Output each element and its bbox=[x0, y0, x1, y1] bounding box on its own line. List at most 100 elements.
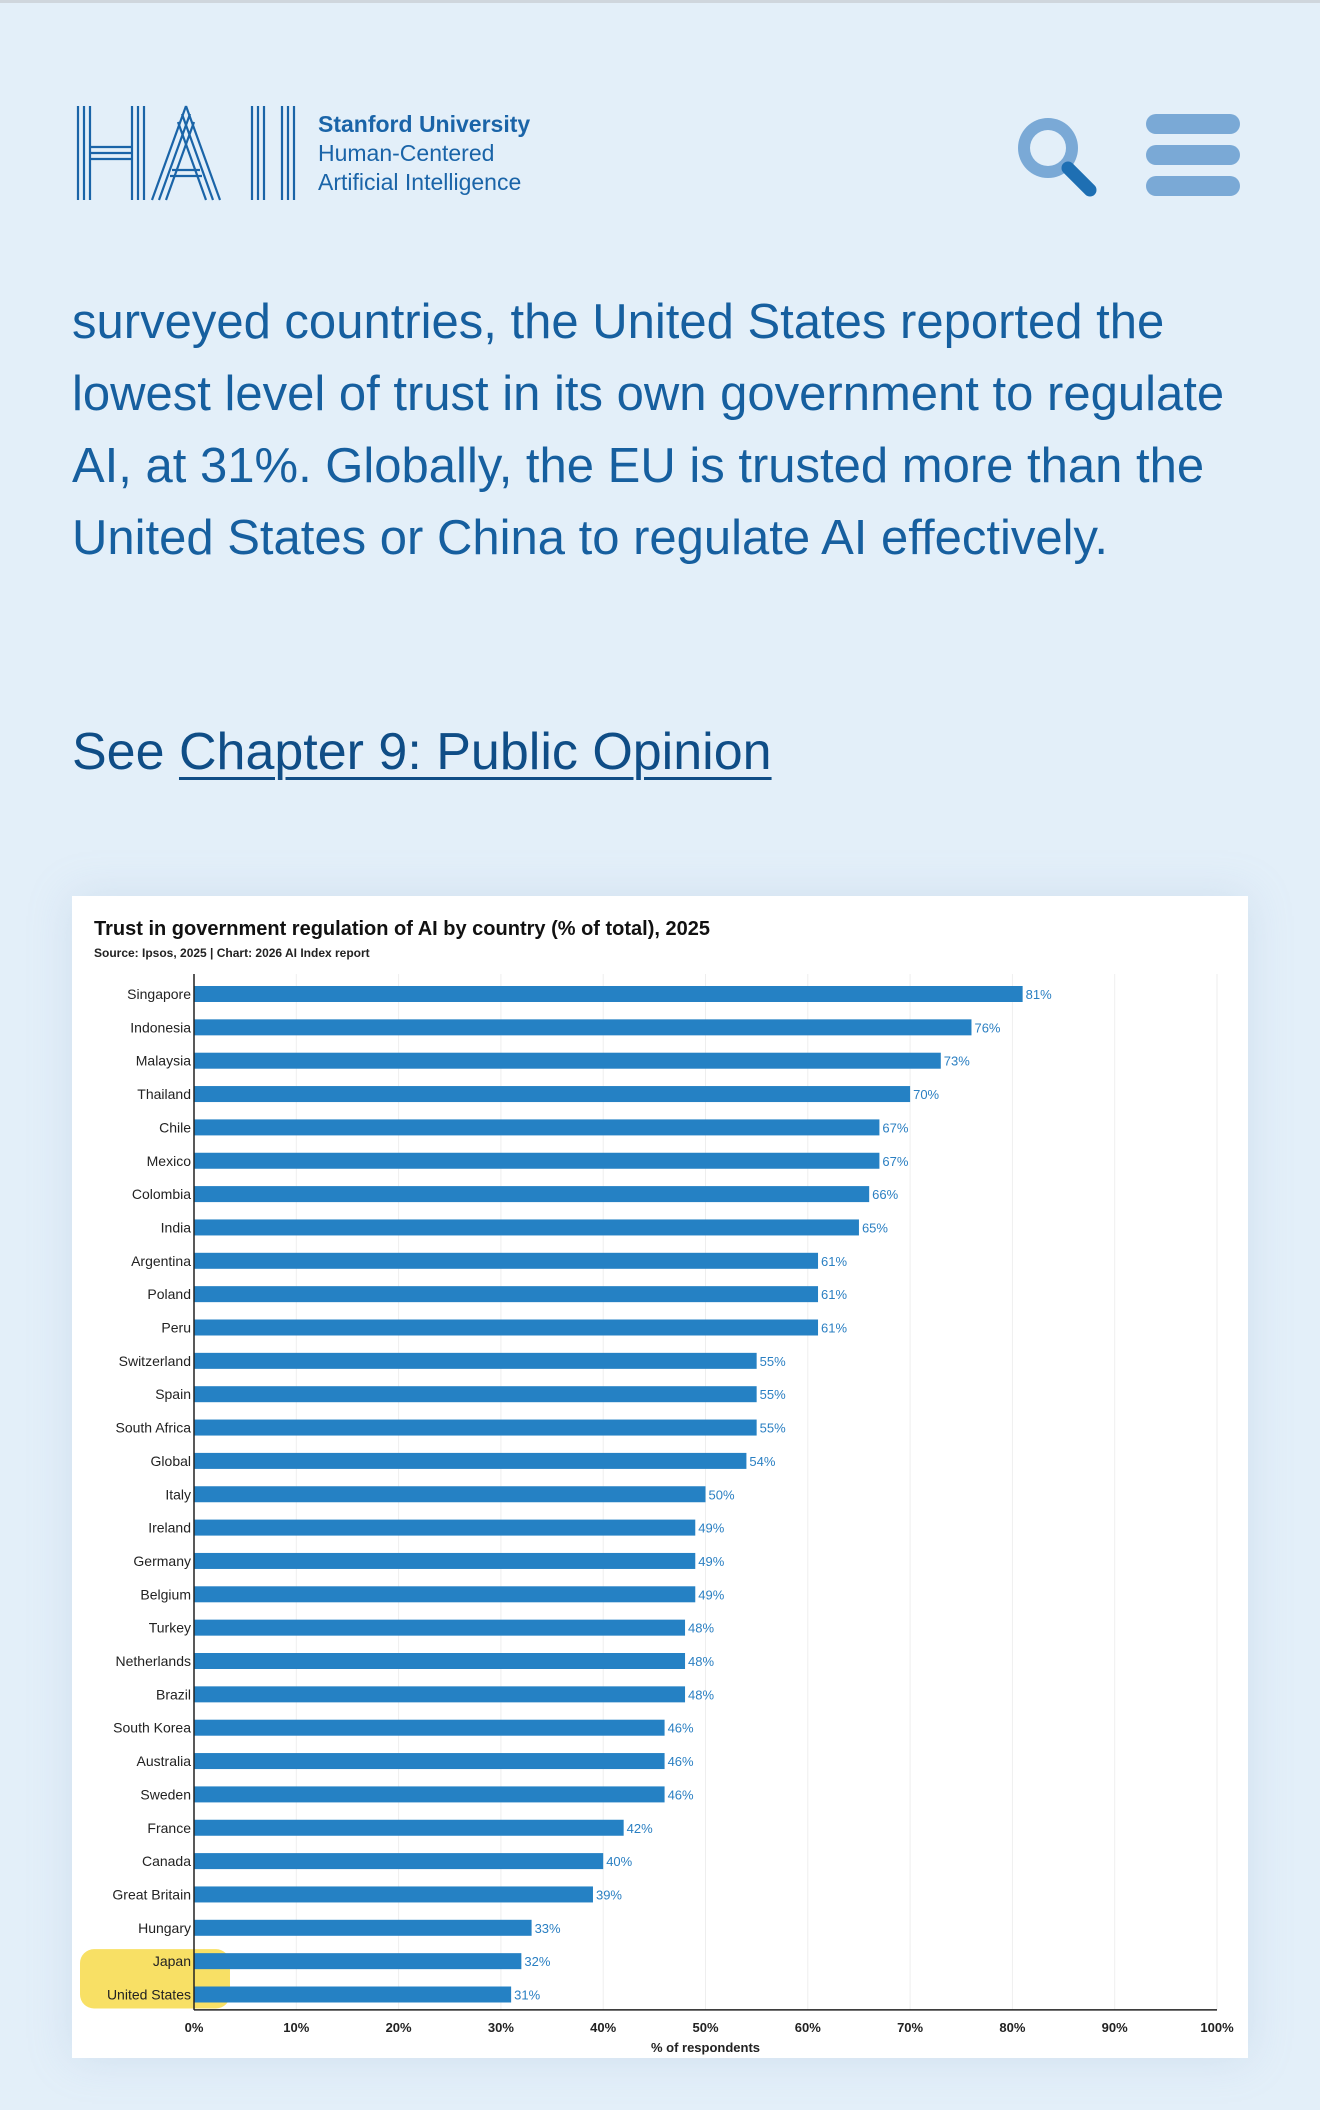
value-label: 39% bbox=[596, 1887, 622, 1902]
bar bbox=[194, 1452, 747, 1469]
category-label: Poland bbox=[147, 1286, 191, 1302]
x-tick-label: 60% bbox=[795, 2020, 821, 2035]
bar bbox=[194, 1219, 859, 1236]
category-label: Mexico bbox=[147, 1153, 192, 1169]
category-label: India bbox=[161, 1219, 192, 1235]
menu-bar bbox=[1146, 145, 1240, 165]
chapter-link[interactable]: Chapter 9: Public Opinion bbox=[178, 723, 772, 781]
hai-logo[interactable] bbox=[76, 104, 296, 202]
bar bbox=[194, 1386, 757, 1403]
value-label: 81% bbox=[1026, 987, 1052, 1002]
bar bbox=[194, 1519, 696, 1536]
x-tick-label: 20% bbox=[386, 2020, 412, 2035]
search-icon[interactable] bbox=[1010, 110, 1100, 200]
category-label: Switzerland bbox=[119, 1353, 191, 1369]
category-label: Germany bbox=[133, 1553, 191, 1569]
value-label: 32% bbox=[524, 1954, 550, 1969]
value-label: 49% bbox=[698, 1554, 724, 1569]
bar bbox=[194, 1853, 604, 1870]
category-label: Global bbox=[151, 1453, 191, 1469]
value-label: 48% bbox=[688, 1687, 714, 1702]
top-border bbox=[0, 0, 1320, 3]
value-label: 46% bbox=[668, 1787, 694, 1802]
bar bbox=[194, 1252, 819, 1269]
category-label: United States bbox=[107, 1987, 191, 2003]
article-paragraph: surveyed countries, the United States re… bbox=[72, 295, 1225, 565]
value-label: 67% bbox=[882, 1120, 908, 1135]
bar bbox=[194, 1819, 624, 1836]
value-label: 73% bbox=[944, 1054, 970, 1069]
bars: Singapore 81% Indonesia 76% Malaysia 73% Thail… bbox=[107, 986, 1052, 2003]
value-label: 61% bbox=[821, 1321, 847, 1336]
bar bbox=[194, 1586, 696, 1603]
x-axis: 0% 10% 20% 30% 40% 50% 60% 70% 80% 90% 100% % of re… bbox=[185, 974, 1234, 2055]
bar bbox=[194, 1186, 870, 1203]
x-tick-label: 30% bbox=[488, 2020, 514, 2035]
category-label: South Korea bbox=[113, 1720, 191, 1736]
category-label: Indonesia bbox=[130, 1019, 191, 1035]
see-also: See Chapter 9: Public Opinion bbox=[72, 716, 772, 788]
value-label: 55% bbox=[760, 1354, 786, 1369]
bar bbox=[194, 986, 1023, 1002]
see-prefix: See bbox=[72, 723, 179, 781]
category-label: Spain bbox=[155, 1386, 191, 1402]
value-label: 48% bbox=[688, 1621, 714, 1636]
bar bbox=[194, 1719, 665, 1736]
x-tick-label: 70% bbox=[897, 2020, 923, 2035]
bar bbox=[194, 1552, 696, 1569]
org-line-1: Stanford University bbox=[318, 111, 531, 137]
category-label: Brazil bbox=[156, 1686, 191, 1702]
bar bbox=[194, 1953, 522, 1970]
category-label: Colombia bbox=[132, 1186, 191, 1202]
category-label: Italy bbox=[165, 1486, 191, 1502]
category-label: Great Britain bbox=[112, 1886, 191, 1902]
category-label: Ireland bbox=[148, 1520, 191, 1536]
bar bbox=[194, 1886, 593, 1903]
value-label: 70% bbox=[913, 1087, 939, 1102]
bar bbox=[194, 1786, 665, 1803]
category-label: Japan bbox=[153, 1953, 191, 1969]
category-label: Chile bbox=[159, 1119, 191, 1135]
bar bbox=[194, 1419, 757, 1436]
category-label: Netherlands bbox=[116, 1653, 192, 1669]
menu-bar bbox=[1146, 114, 1240, 134]
x-tick-label: 100% bbox=[1200, 2020, 1234, 2035]
x-tick-label: 80% bbox=[999, 2020, 1025, 2035]
bar bbox=[194, 1152, 880, 1169]
category-label: France bbox=[147, 1820, 191, 1836]
bar bbox=[194, 1319, 819, 1336]
value-label: 66% bbox=[872, 1187, 898, 1202]
menu-bar bbox=[1146, 176, 1240, 196]
value-label: 61% bbox=[821, 1287, 847, 1302]
value-label: 54% bbox=[749, 1454, 775, 1469]
hamburger-menu-icon[interactable] bbox=[1146, 112, 1240, 198]
value-label: 61% bbox=[821, 1254, 847, 1269]
category-label: Singapore bbox=[127, 986, 191, 1002]
x-tick-label: 50% bbox=[692, 2020, 718, 2035]
value-label: 49% bbox=[698, 1521, 724, 1536]
bar bbox=[194, 1653, 686, 1669]
bar-chart: Singapore 81% Indonesia 76% Malaysia 73% Thail… bbox=[80, 974, 1234, 2055]
value-label: 55% bbox=[760, 1421, 786, 1436]
chart-title: Trust in government regulation of AI by … bbox=[94, 918, 710, 940]
x-tick-label: 90% bbox=[1102, 2020, 1128, 2035]
chart-card: Trust in government regulation of AI by … bbox=[72, 896, 1248, 2058]
chart-source: Source: Ipsos, 2025 | Chart: 2026 AI Ind… bbox=[94, 946, 370, 960]
category-label: Argentina bbox=[131, 1253, 191, 1269]
bar bbox=[194, 1352, 757, 1369]
category-label: Canada bbox=[142, 1853, 191, 1869]
value-label: 42% bbox=[627, 1821, 653, 1836]
value-label: 50% bbox=[709, 1487, 735, 1502]
org-line-2: Human-Centered bbox=[318, 140, 495, 166]
bar bbox=[194, 1686, 686, 1703]
value-label: 46% bbox=[668, 1754, 694, 1769]
value-label: 55% bbox=[760, 1387, 786, 1402]
org-line-3: Artificial Intelligence bbox=[318, 169, 522, 195]
bar bbox=[194, 1286, 819, 1303]
value-label: 48% bbox=[688, 1654, 714, 1669]
bar bbox=[194, 1019, 972, 1036]
value-label: 76% bbox=[974, 1020, 1000, 1035]
value-label: 67% bbox=[882, 1154, 908, 1169]
value-label: 65% bbox=[862, 1220, 888, 1235]
x-axis-label: % of respondents bbox=[651, 2040, 760, 2055]
